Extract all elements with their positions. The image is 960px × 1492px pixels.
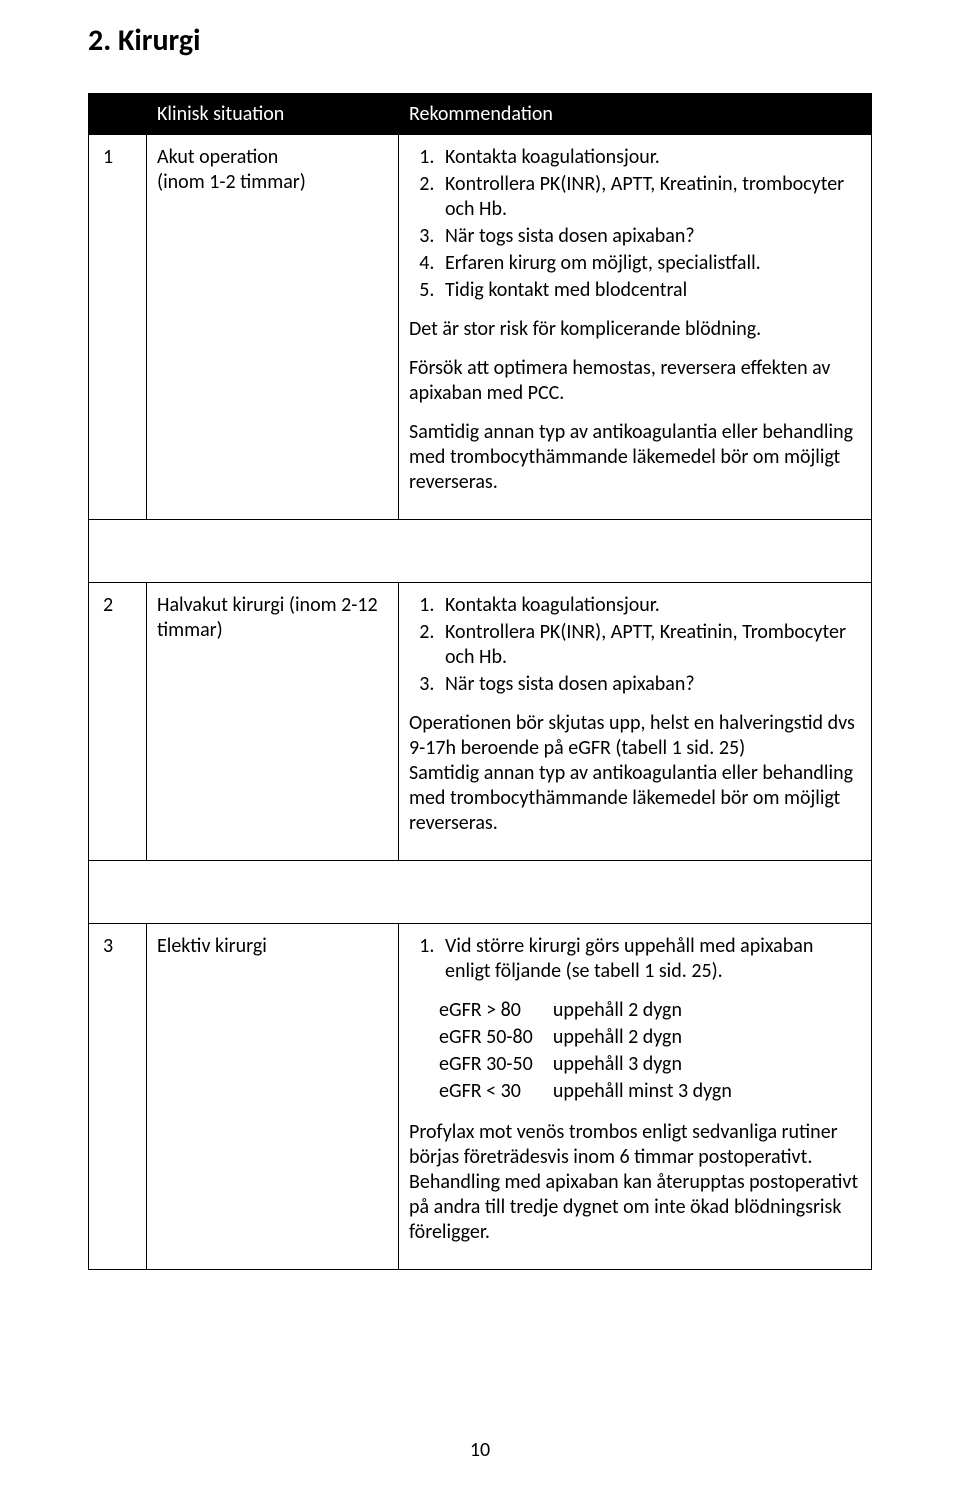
paragraph: Operationen bör skjutas upp, helst en ha… bbox=[409, 711, 861, 836]
list-item: När togs sista dosen apixaban? bbox=[439, 672, 861, 697]
section-title: 2. Kirurgi bbox=[88, 22, 872, 59]
egfr-val: uppehåll 3 dygn bbox=[553, 1052, 752, 1079]
paragraph: Det är stor risk för komplicerande blödn… bbox=[409, 317, 861, 342]
egfr-val: uppehåll 2 dygn bbox=[553, 998, 752, 1025]
situation-line: Elektiv kirurgi bbox=[157, 934, 267, 958]
paragraph: Samtidig annan typ av antikoagulantia el… bbox=[409, 420, 861, 495]
list-item: När togs sista dosen apixaban? bbox=[439, 224, 861, 249]
list-item: Kontakta koagulationsjour. bbox=[439, 145, 861, 170]
egfr-key: eGFR 30-50 bbox=[439, 1052, 553, 1079]
recommendation-cell: Kontakta koagulationsjour. Kontrollera P… bbox=[399, 135, 872, 520]
recommendation-list: Kontakta koagulationsjour. Kontrollera P… bbox=[409, 593, 861, 697]
document-page: 2. Kirurgi Klinisk situation Rekommendat… bbox=[0, 0, 960, 1492]
row-number: 1 bbox=[89, 135, 147, 520]
header-recommendation: Rekommendation bbox=[399, 94, 872, 135]
situation-cell: Akut operation (inom 1-2 timmar) bbox=[147, 135, 399, 520]
row-number: 3 bbox=[89, 924, 147, 1270]
list-item: Vid större kirurgi görs uppehåll med api… bbox=[439, 934, 861, 984]
recommendation-list: Kontakta koagulationsjour. Kontrollera P… bbox=[409, 145, 861, 303]
header-situation: Klinisk situation bbox=[147, 94, 399, 135]
egfr-val: uppehåll 2 dygn bbox=[553, 1025, 752, 1052]
situation-line: (inom 1-2 timmar) bbox=[157, 170, 306, 194]
egfr-key: eGFR > 80 bbox=[439, 998, 553, 1025]
table-row: 2 Halvakut kirurgi (inom 2-12 timmar) Ko… bbox=[89, 583, 872, 861]
egfr-key: eGFR 50-80 bbox=[439, 1025, 553, 1052]
egfr-row: eGFR 30-50 uppehåll 3 dygn bbox=[439, 1052, 752, 1079]
situation-cell: Elektiv kirurgi bbox=[147, 924, 399, 1270]
list-item: Tidig kontakt med blodcentral bbox=[439, 278, 861, 303]
paragraph: Försök att optimera hemostas, reversera … bbox=[409, 356, 861, 406]
paragraph: Profylax mot venös trombos enligt sedvan… bbox=[409, 1120, 861, 1245]
recommendation-cell: Kontakta koagulationsjour. Kontrollera P… bbox=[399, 583, 872, 861]
egfr-table: eGFR > 80 uppehåll 2 dygn eGFR 50-80 upp… bbox=[439, 998, 752, 1106]
list-item: Erfaren kirurg om möjligt, specialistfal… bbox=[439, 251, 861, 276]
row-number: 2 bbox=[89, 583, 147, 861]
recommendations-table: Klinisk situation Rekommendation 1 Akut … bbox=[88, 93, 872, 1270]
egfr-row: eGFR 50-80 uppehåll 2 dygn bbox=[439, 1025, 752, 1052]
header-blank bbox=[89, 94, 147, 135]
table-row: 1 Akut operation (inom 1-2 timmar) Konta… bbox=[89, 135, 872, 520]
recommendation-list: Vid större kirurgi görs uppehåll med api… bbox=[409, 934, 861, 984]
egfr-row: eGFR < 30 uppehåll minst 3 dygn bbox=[439, 1079, 752, 1106]
recommendation-cell: Vid större kirurgi görs uppehåll med api… bbox=[399, 924, 872, 1270]
situation-line: Akut operation bbox=[157, 145, 278, 169]
list-item: Kontrollera PK(INR), APTT, Kreatinin, tr… bbox=[439, 172, 861, 222]
list-item: Kontrollera PK(INR), APTT, Kreatinin, Tr… bbox=[439, 620, 861, 670]
egfr-val: uppehåll minst 3 dygn bbox=[553, 1079, 752, 1106]
egfr-key: eGFR < 30 bbox=[439, 1079, 553, 1106]
situation-line: Halvakut kirurgi (inom 2-12 timmar) bbox=[157, 593, 378, 642]
page-number: 10 bbox=[0, 1438, 960, 1462]
spacer bbox=[89, 520, 872, 583]
table-row: 3 Elektiv kirurgi Vid större kirurgi gör… bbox=[89, 924, 872, 1270]
table-header-row: Klinisk situation Rekommendation bbox=[89, 94, 872, 135]
list-item: Kontakta koagulationsjour. bbox=[439, 593, 861, 618]
spacer bbox=[89, 861, 872, 924]
egfr-row: eGFR > 80 uppehåll 2 dygn bbox=[439, 998, 752, 1025]
situation-cell: Halvakut kirurgi (inom 2-12 timmar) bbox=[147, 583, 399, 861]
